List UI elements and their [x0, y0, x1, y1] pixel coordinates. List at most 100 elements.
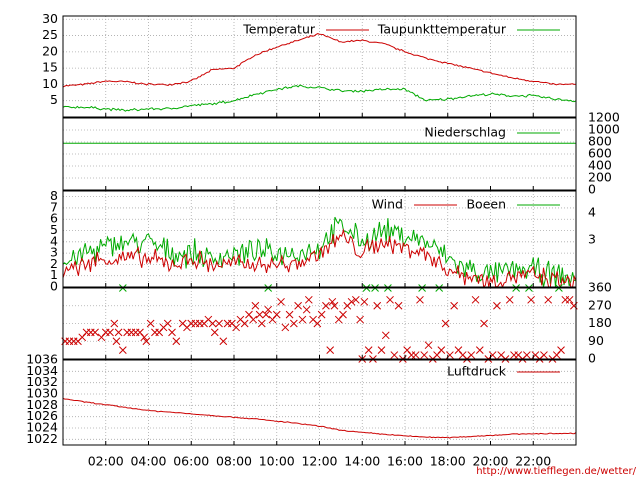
scatter-point [112, 337, 121, 346]
scatter-point [172, 337, 181, 346]
scatter-point [480, 319, 488, 328]
scatter-point [377, 346, 386, 354]
legend-label: Wind [372, 197, 403, 212]
series-line-boeen [62, 216, 577, 288]
x-tick-label: 20:00 [472, 454, 508, 469]
scatter-point [394, 301, 403, 310]
scatter-point [285, 310, 294, 319]
legend-label: Luftdruck [447, 364, 507, 379]
y-tick-label: 8 [50, 188, 58, 203]
scatter-point [544, 295, 553, 304]
y-tick-label: 6 [50, 211, 58, 226]
scatter-point [467, 351, 476, 359]
scatter-point [251, 301, 260, 310]
x-tick-label: 04:00 [130, 454, 166, 469]
scatter-point [146, 319, 155, 328]
scatter-point [471, 295, 480, 304]
scatter-point [347, 297, 356, 306]
x-tick-label: 02:00 [88, 454, 124, 469]
scatter-point [289, 319, 298, 328]
scatter-point [351, 295, 360, 304]
scatter-point [557, 346, 565, 354]
x-tick-label: 18:00 [430, 454, 466, 469]
scatter-point [249, 315, 258, 324]
scatter-point [163, 319, 172, 328]
scatter-point [168, 328, 176, 337]
scatter-point [424, 341, 433, 350]
x-tick-label: 16:00 [387, 454, 423, 469]
series-line-luftdruck [62, 397, 577, 439]
scatter-point [411, 351, 420, 359]
scatter-point [527, 295, 535, 304]
y-tick-label: 1022 [26, 431, 58, 446]
scatter-point [540, 351, 548, 359]
scatter-point [294, 301, 302, 310]
scatter-point [264, 305, 273, 314]
y-tick-label: 0 [50, 279, 58, 294]
scatter-point [522, 351, 531, 359]
scatter-point [118, 346, 127, 354]
x-tick-label: 22:00 [515, 454, 551, 469]
scatter-point [420, 351, 429, 359]
scatter-point [215, 319, 223, 328]
scatter-point [437, 346, 446, 354]
y-tick-label-right: 1200 [588, 110, 620, 125]
y-tick-label: 1024 [26, 420, 58, 435]
series-line-taupunkttemperatur [62, 84, 577, 112]
y-tick-label: 7 [50, 199, 58, 214]
x-tick-label: 06:00 [173, 454, 209, 469]
y-tick-label: 1 [50, 267, 58, 282]
legend-label: Niederschlag [424, 125, 506, 140]
scatter-point [208, 319, 217, 328]
y-tick-label: 1030 [26, 386, 58, 401]
scatter-point [313, 319, 322, 328]
x-tick-label: 12:00 [301, 454, 337, 469]
y-tick-label: 1028 [26, 397, 58, 412]
scatter-point [356, 315, 364, 324]
scatter-point [441, 319, 450, 328]
scatter-point [277, 297, 285, 306]
scatter-point [322, 301, 330, 310]
y-tick-label: 25 [42, 27, 58, 42]
source-url: http://www.tiefflegen.de/wetter/ [476, 466, 636, 477]
scatter-point [317, 310, 326, 319]
scatter-point [360, 297, 369, 306]
y-tick-label: 1026 [26, 408, 58, 423]
y-tick-label-right: 0 [588, 182, 596, 197]
scatter-point [257, 319, 266, 328]
y-tick-label: 20 [42, 43, 58, 58]
scatter-point [339, 310, 347, 319]
scatter-point [381, 331, 390, 340]
legend-label: Boeen [466, 197, 506, 212]
scatter-point [450, 301, 459, 310]
y-tick-label: 1032 [26, 374, 58, 389]
y-tick-label-right: 1000 [588, 122, 620, 137]
legend-label: Taupunkttemperatur [377, 22, 507, 37]
grid-layer [63, 16, 576, 445]
y-tick-label: 1034 [26, 363, 58, 378]
y-tick-label: 2 [50, 256, 58, 271]
scatter-point [373, 301, 382, 310]
y-tick-label-right: 400 [588, 158, 612, 173]
scatter-point [272, 310, 281, 319]
scatter-point [262, 310, 270, 319]
x-tick-label: 10:00 [259, 454, 295, 469]
scatter-point [140, 333, 149, 342]
scatter-point [328, 297, 337, 306]
scatter-point [416, 295, 424, 304]
y-tick-label: 10 [42, 76, 58, 91]
series-line-temperatur [62, 33, 577, 88]
scatter-point [505, 295, 514, 304]
scatter-point [114, 328, 123, 337]
y-tick-label-right: 800 [588, 134, 612, 149]
y-tick-label-right: 360 [588, 280, 612, 295]
x-tick-label: 14:00 [344, 454, 380, 469]
scatter-point [565, 295, 574, 304]
frame-layer [62, 15, 577, 446]
legend-label: Temperatur [242, 22, 316, 37]
y-tick-label-right: 90 [588, 333, 604, 348]
scatter-point [326, 346, 335, 354]
scatter-point [304, 295, 313, 304]
scatter-point [386, 295, 394, 304]
